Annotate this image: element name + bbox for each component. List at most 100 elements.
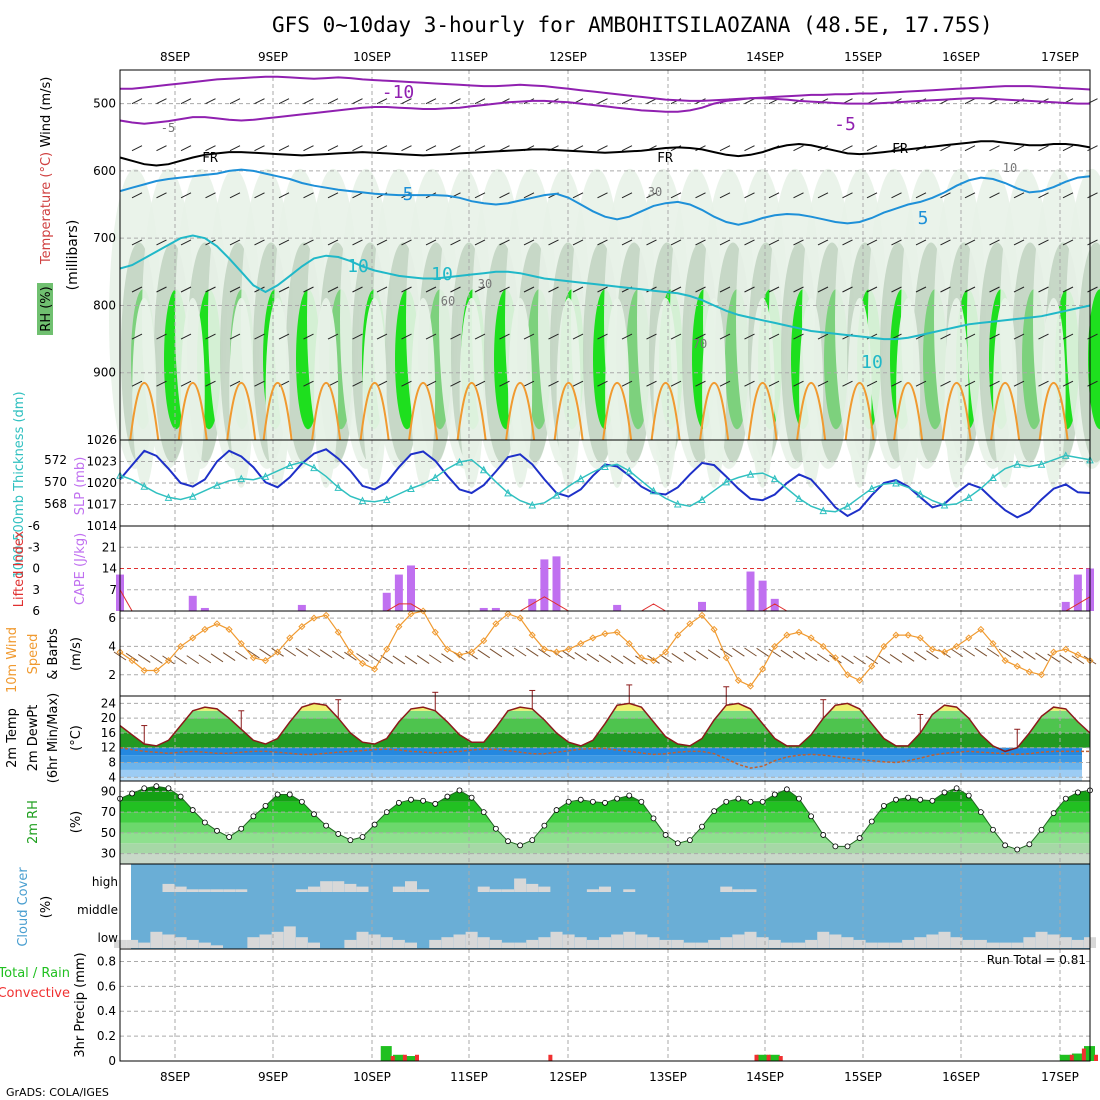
credit-label: GrADS: COLA/IGES bbox=[6, 1086, 109, 1099]
wind-barb bbox=[1062, 286, 1074, 293]
wind-marker bbox=[771, 642, 779, 650]
wind-barb bbox=[670, 286, 682, 293]
ylabel-wind-10m: 10m Wind bbox=[5, 627, 20, 693]
wind-barb bbox=[352, 286, 363, 293]
wind-marker bbox=[455, 651, 464, 659]
y-tick: 500 bbox=[93, 97, 116, 111]
rh-marker bbox=[723, 798, 730, 805]
wind-marker bbox=[528, 631, 536, 639]
rh-marker bbox=[1074, 789, 1081, 796]
thickness-marker bbox=[843, 502, 852, 510]
day-label-top: 11SEP bbox=[450, 50, 488, 64]
warm-contour bbox=[359, 382, 390, 441]
wind-barb bbox=[621, 239, 633, 246]
wind-marker bbox=[310, 614, 318, 622]
cloud-bar bbox=[526, 883, 539, 892]
y-tick: 600 bbox=[93, 164, 116, 178]
wind-barb bbox=[376, 145, 388, 152]
wind-barb bbox=[450, 239, 461, 246]
wind-barb bbox=[229, 333, 241, 340]
wind-barb bbox=[866, 145, 878, 152]
wind-barb bbox=[940, 333, 951, 340]
wind-barb bbox=[974, 647, 988, 657]
wind-barb bbox=[499, 239, 510, 246]
y-tick: 90 bbox=[101, 784, 116, 798]
wind-barb bbox=[1023, 651, 1036, 660]
wind-barb bbox=[303, 380, 314, 387]
rh-gap bbox=[411, 297, 436, 488]
cloud-bar bbox=[320, 881, 333, 892]
temp-band bbox=[120, 747, 1082, 756]
rh-marker bbox=[468, 794, 475, 801]
precip-convective-bar bbox=[402, 1054, 407, 1061]
y-tick: 0.8 bbox=[97, 954, 116, 968]
y-tick: 0.4 bbox=[97, 1004, 116, 1018]
y-tick: 24 bbox=[101, 696, 116, 710]
precip-convective-bar bbox=[548, 1054, 553, 1061]
wind-barb bbox=[793, 145, 804, 152]
day-label-top: 12SEP bbox=[549, 50, 587, 64]
cloud-bar bbox=[768, 939, 781, 948]
wind-barb bbox=[450, 286, 461, 293]
wind-barb bbox=[303, 333, 314, 340]
rh-marker bbox=[868, 818, 875, 825]
rh-marker bbox=[286, 791, 293, 798]
precip-total-bar bbox=[1071, 1053, 1083, 1061]
wind-barb bbox=[131, 380, 143, 387]
ylabel-precip: 3hr Precip (mm) bbox=[73, 952, 88, 1057]
wind-marker bbox=[601, 630, 609, 638]
wind-marker bbox=[346, 648, 354, 656]
rh-marker bbox=[165, 785, 172, 792]
rh-gap bbox=[750, 297, 775, 488]
wind-barb bbox=[150, 654, 163, 664]
wind-barb bbox=[793, 286, 804, 293]
ylabel-rh-unit: (%) bbox=[69, 811, 84, 834]
contour-label: 10 bbox=[861, 352, 883, 373]
rh-gap bbox=[702, 297, 727, 488]
rh-gap bbox=[896, 297, 921, 488]
wind-marker bbox=[552, 648, 561, 656]
contour-label: 60 bbox=[441, 294, 455, 308]
ylabel-slp: SLP (mb) bbox=[73, 457, 88, 516]
rh-marker bbox=[905, 794, 912, 801]
rh-marker bbox=[395, 799, 402, 806]
y-tick-lifted: -3 bbox=[28, 540, 40, 554]
wind-barb bbox=[817, 286, 829, 293]
wind-barb bbox=[732, 647, 745, 657]
wind-barb bbox=[940, 380, 951, 387]
rh-marker bbox=[759, 798, 766, 805]
wind-barb bbox=[180, 145, 192, 152]
wind-marker bbox=[431, 628, 439, 636]
wind-barb bbox=[156, 239, 167, 246]
rh-marker bbox=[359, 834, 366, 840]
cloud-bar bbox=[441, 937, 454, 948]
wind-marker bbox=[577, 640, 585, 648]
warm-contour bbox=[796, 382, 827, 441]
wind-barb bbox=[1087, 333, 1098, 340]
precip-convective-bar bbox=[766, 1054, 771, 1061]
wind-barb bbox=[303, 286, 314, 293]
wind-barb bbox=[768, 333, 780, 340]
wind-barb bbox=[719, 145, 731, 152]
wind-barb bbox=[1087, 239, 1098, 246]
bottom-day-labels: 8SEP 9SEP 10SEP 11SEP 12SEP 13SEP 14SEP 15SEP 16… bbox=[160, 1070, 1079, 1084]
rh-gap bbox=[362, 297, 387, 488]
rh-gap bbox=[653, 297, 678, 488]
wind-barb bbox=[1062, 192, 1074, 199]
wind-barb bbox=[254, 380, 265, 387]
wind-barb bbox=[804, 652, 818, 662]
wind-barb bbox=[964, 333, 976, 340]
wind-barb bbox=[180, 380, 192, 387]
wind-barb bbox=[376, 286, 388, 293]
cloud-bar bbox=[1011, 942, 1024, 948]
rh-gap bbox=[180, 297, 205, 488]
cape-bar bbox=[491, 607, 500, 611]
wind-marker bbox=[1025, 668, 1033, 676]
thickness-marker bbox=[552, 491, 561, 499]
wind-barb bbox=[621, 98, 633, 105]
cloud-bar bbox=[526, 939, 539, 948]
rh-marker bbox=[153, 783, 160, 790]
ylabel-dewpt: 2m DewPt bbox=[26, 705, 41, 772]
